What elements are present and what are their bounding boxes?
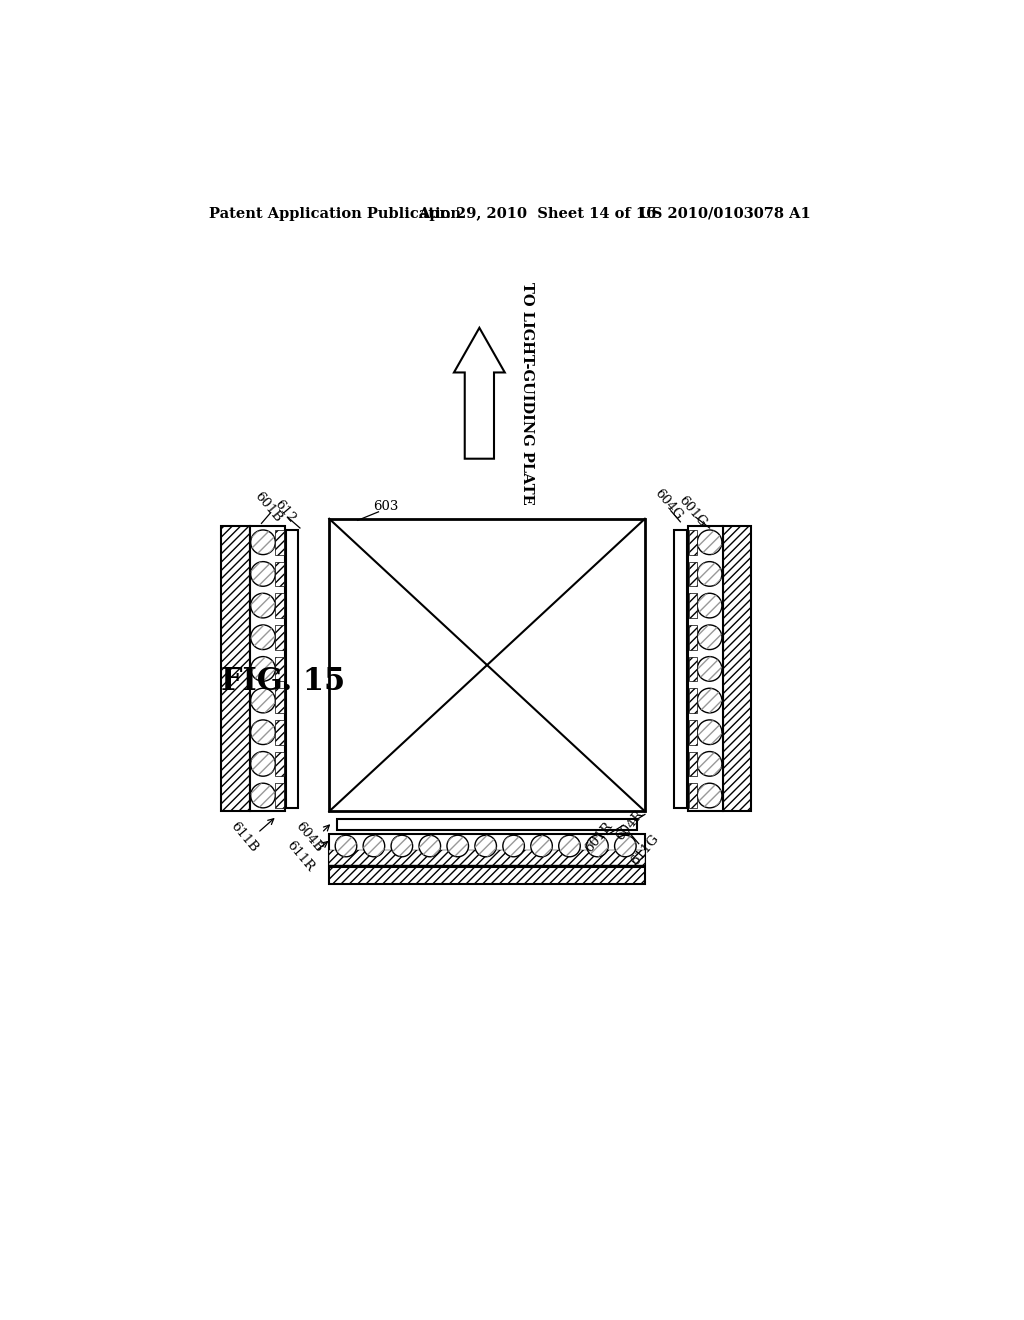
Bar	[689, 529, 697, 554]
Circle shape	[251, 529, 275, 554]
Bar	[689, 719, 697, 744]
Bar	[275, 783, 284, 808]
Circle shape	[419, 836, 440, 857]
Circle shape	[446, 836, 469, 857]
Bar	[689, 561, 697, 586]
Circle shape	[251, 561, 275, 586]
Circle shape	[251, 688, 275, 713]
Bar	[330, 834, 645, 866]
Bar	[330, 867, 645, 884]
Text: 601G: 601G	[676, 494, 710, 529]
Circle shape	[251, 783, 275, 808]
Circle shape	[697, 561, 722, 586]
Bar	[275, 593, 284, 618]
Bar	[286, 531, 298, 808]
Circle shape	[697, 783, 722, 808]
Bar	[337, 818, 637, 830]
Circle shape	[697, 624, 722, 649]
Circle shape	[475, 836, 497, 857]
Bar	[689, 593, 697, 618]
Bar	[250, 527, 285, 812]
Text: 604G: 604G	[651, 487, 684, 523]
Circle shape	[251, 656, 275, 681]
Text: 601B: 601B	[251, 490, 284, 525]
Bar	[689, 783, 697, 808]
Circle shape	[697, 656, 722, 681]
Bar	[689, 688, 697, 713]
Text: 612: 612	[271, 498, 298, 525]
Bar	[275, 561, 284, 586]
Text: 611R: 611R	[284, 838, 316, 874]
Text: FIG. 15: FIG. 15	[221, 667, 345, 697]
Bar	[689, 624, 697, 649]
Bar	[689, 751, 697, 776]
Text: Apr. 29, 2010  Sheet 14 of 16: Apr. 29, 2010 Sheet 14 of 16	[418, 207, 656, 220]
Circle shape	[391, 836, 413, 857]
Bar	[275, 624, 284, 649]
Circle shape	[697, 751, 722, 776]
Circle shape	[587, 836, 608, 857]
Text: 603: 603	[374, 500, 399, 513]
Text: 604B: 604B	[293, 820, 326, 855]
Text: TO LIGHT-GUIDING PLATE: TO LIGHT-GUIDING PLATE	[520, 282, 535, 504]
Circle shape	[335, 836, 356, 857]
Text: Patent Application Publication: Patent Application Publication	[209, 207, 461, 220]
Text: 611B: 611B	[228, 820, 261, 855]
Bar	[275, 719, 284, 744]
Polygon shape	[454, 327, 505, 459]
Circle shape	[530, 836, 552, 857]
Circle shape	[614, 836, 636, 857]
Circle shape	[251, 751, 275, 776]
Circle shape	[697, 529, 722, 554]
Text: 611G: 611G	[629, 832, 662, 867]
Bar	[689, 656, 697, 681]
Text: US 2010/0103078 A1: US 2010/0103078 A1	[639, 207, 811, 220]
Bar	[723, 527, 752, 812]
Circle shape	[251, 593, 275, 618]
Circle shape	[503, 836, 524, 857]
Circle shape	[697, 593, 722, 618]
Bar	[221, 527, 250, 812]
Circle shape	[697, 688, 722, 713]
Text: 604R: 604R	[613, 808, 646, 843]
Bar	[275, 751, 284, 776]
Bar	[688, 527, 723, 812]
Bar	[674, 531, 686, 808]
Circle shape	[697, 719, 722, 744]
Bar	[330, 850, 645, 866]
Circle shape	[251, 719, 275, 744]
Circle shape	[251, 624, 275, 649]
Bar	[330, 519, 645, 812]
Circle shape	[559, 836, 581, 857]
Text: 601R: 601R	[583, 820, 615, 855]
Bar	[275, 656, 284, 681]
Bar	[275, 688, 284, 713]
Circle shape	[364, 836, 385, 857]
Bar	[275, 529, 284, 554]
